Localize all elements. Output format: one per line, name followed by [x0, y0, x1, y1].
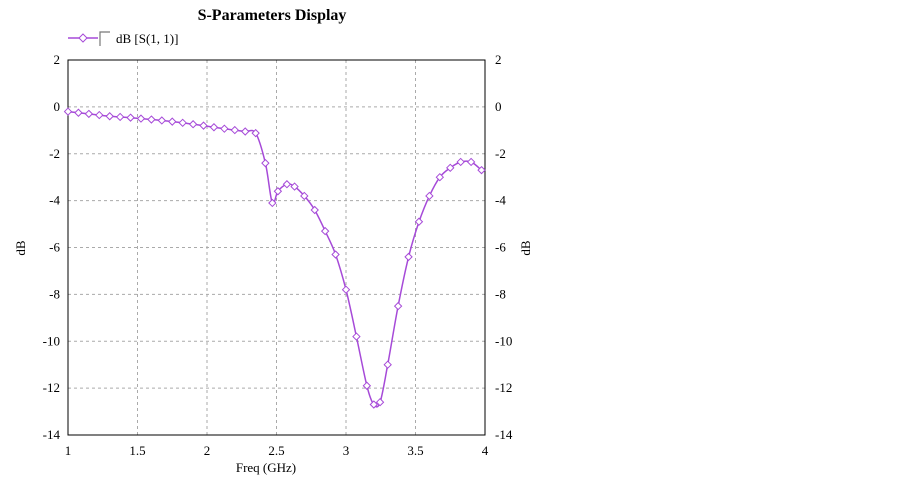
y-axis-ticks: 2 2 0 0 -2 -2 -4 -4 -6 -6 -8 -8 -10 -10 -12 -12 -14 -14: [43, 52, 513, 442]
legend-swatch-icon: [99, 31, 110, 46]
y-tick-label-left: 2: [54, 52, 61, 67]
y-tick-label-left: -10: [43, 333, 60, 348]
x-tick-label: 2: [204, 443, 211, 458]
x-tick-label: 3: [343, 443, 350, 458]
data-point-marker: [456, 157, 465, 167]
data-point-marker: [136, 114, 146, 123]
data-point-marker: [84, 109, 94, 119]
data-point-marker: [414, 217, 424, 226]
data-point-marker: [369, 400, 379, 409]
legend-marker: [78, 33, 88, 43]
data-point-marker: [375, 397, 385, 407]
data-point-marker: [352, 332, 361, 341]
y-axis-label-right: dB: [518, 240, 533, 256]
y-tick-label-right: -4: [495, 193, 506, 208]
data-point-marker: [273, 187, 283, 196]
series-line: [67, 110, 482, 408]
y-tick-label-left: -6: [49, 240, 60, 255]
y-tick-label-right: -12: [495, 380, 512, 395]
data-point-marker: [331, 250, 340, 259]
data-point-marker: [383, 360, 392, 369]
chart-title: S-Parameters Display: [198, 7, 347, 24]
x-axis-label: Freq (GHz): [236, 460, 296, 475]
y-tick-label-left: -8: [49, 286, 60, 301]
data-point-marker: [95, 110, 104, 120]
data-point-marker: [341, 285, 351, 294]
data-point-marker: [115, 112, 125, 122]
data-point-marker: [209, 123, 219, 132]
data-point-marker: [268, 198, 277, 208]
data-point-marker: [300, 191, 309, 201]
y-tick-label-right: -2: [495, 146, 506, 161]
data-point-marker: [220, 124, 229, 133]
data-point-marker: [63, 107, 73, 116]
data-point-marker: [310, 205, 319, 215]
y-tick-label-right: 2: [495, 52, 502, 67]
y-tick-label-right: 0: [495, 99, 502, 114]
y-tick-label-right: -6: [495, 240, 506, 255]
data-point-marker: [261, 158, 270, 168]
data-point-marker: [282, 180, 292, 189]
x-tick-label: 4: [482, 443, 489, 458]
data-point-marker: [147, 115, 156, 124]
y-tick-label-left: -2: [49, 146, 60, 161]
data-point-marker: [199, 121, 208, 130]
data-point-marker: [178, 118, 187, 128]
data-point-marker: [74, 108, 83, 117]
y-tick-label-right: -10: [495, 333, 512, 348]
data-point-marker: [126, 113, 135, 122]
data-point-marker: [446, 163, 455, 173]
y-tick-label-right: -14: [495, 427, 513, 442]
series-s11: [63, 107, 486, 409]
data-point-marker: [404, 252, 413, 262]
y-tick-label-left: -14: [43, 427, 61, 442]
legend: dB [S(1, 1)]: [68, 31, 178, 46]
data-point-marker: [168, 117, 177, 126]
y-axis-label-left: dB: [13, 240, 28, 256]
x-tick-label: 3.5: [407, 443, 423, 458]
x-axis-ticks: 1 1.5 2 2.5 3 3.5 4: [65, 443, 489, 458]
data-point-marker: [435, 172, 445, 182]
data-point-marker: [290, 182, 299, 191]
x-tick-label: 2.5: [268, 443, 284, 458]
plot-area: [67, 59, 486, 436]
data-point-marker: [393, 301, 403, 311]
y-tick-label-right: -8: [495, 286, 506, 301]
y-tick-label-left: -4: [49, 193, 60, 208]
x-tick-label: 1: [65, 443, 72, 458]
data-point-marker: [425, 191, 434, 201]
data-point-marker: [230, 125, 240, 135]
data-point-marker: [251, 128, 260, 138]
data-point-marker: [188, 120, 198, 129]
data-point-marker: [105, 112, 114, 121]
data-point-marker: [241, 127, 250, 136]
data-point-marker: [320, 226, 330, 236]
gridlines: [68, 60, 485, 435]
data-point-marker: [477, 165, 486, 175]
y-tick-label-left: -12: [43, 380, 60, 395]
x-tick-label: 1.5: [129, 443, 145, 458]
data-point-marker: [466, 157, 476, 167]
y-tick-label-left: 0: [54, 99, 61, 114]
data-point-marker: [362, 381, 372, 390]
data-point-marker: [157, 116, 167, 125]
legend-label: dB [S(1, 1)]: [116, 31, 178, 46]
